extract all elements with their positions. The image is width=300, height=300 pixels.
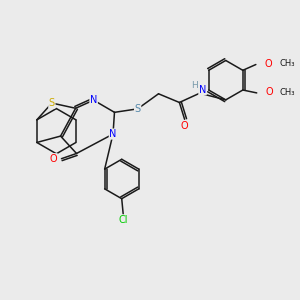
Text: CH₃: CH₃	[280, 88, 296, 97]
Text: N: N	[109, 129, 117, 139]
Text: N: N	[90, 95, 97, 105]
Text: N: N	[199, 85, 206, 95]
Text: CH₃: CH₃	[279, 59, 295, 68]
Text: Cl: Cl	[118, 215, 128, 225]
Text: S: S	[135, 104, 141, 114]
Text: O: O	[264, 59, 272, 69]
Text: O: O	[181, 121, 188, 131]
Text: H: H	[191, 81, 198, 90]
Text: O: O	[265, 87, 273, 97]
Text: S: S	[49, 98, 55, 108]
Text: O: O	[50, 154, 57, 164]
